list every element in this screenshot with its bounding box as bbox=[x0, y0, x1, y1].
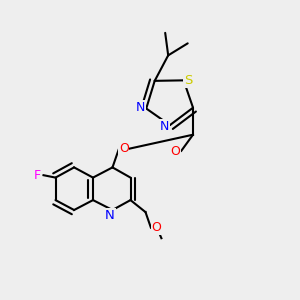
Text: O: O bbox=[119, 142, 129, 155]
Text: F: F bbox=[34, 169, 41, 182]
Text: N: N bbox=[105, 209, 115, 222]
Text: O: O bbox=[152, 221, 161, 234]
Text: N: N bbox=[160, 120, 169, 133]
Text: N: N bbox=[136, 100, 146, 113]
Text: O: O bbox=[171, 145, 181, 158]
Text: S: S bbox=[184, 74, 192, 87]
